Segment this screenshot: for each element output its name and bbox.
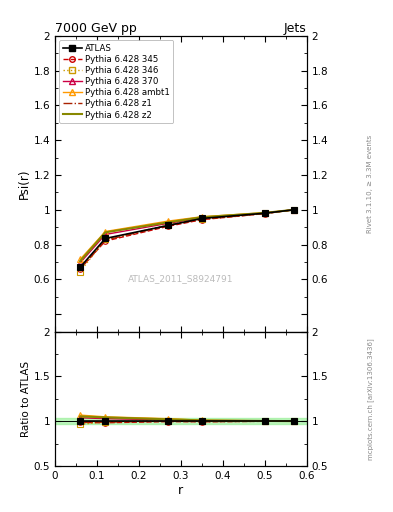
Y-axis label: Psi(r): Psi(r) (18, 168, 31, 199)
Bar (55, 418, 307, 424)
Y-axis label: Ratio to ATLAS: Ratio to ATLAS (21, 360, 31, 437)
Text: ATLAS_2011_S8924791: ATLAS_2011_S8924791 (128, 274, 233, 283)
Y-axis label: mcplots.cern.ch [arXiv:1306.3436]: mcplots.cern.ch [arXiv:1306.3436] (367, 338, 374, 460)
X-axis label: r: r (178, 483, 184, 497)
Y-axis label: Rivet 3.1.10, ≥ 3.3M events: Rivet 3.1.10, ≥ 3.3M events (367, 135, 373, 233)
Legend: ATLAS, Pythia 6.428 345, Pythia 6.428 346, Pythia 6.428 370, Pythia 6.428 ambt1,: ATLAS, Pythia 6.428 345, Pythia 6.428 34… (59, 40, 173, 123)
Text: 7000 GeV pp: 7000 GeV pp (55, 22, 137, 35)
Text: Jets: Jets (284, 22, 307, 35)
